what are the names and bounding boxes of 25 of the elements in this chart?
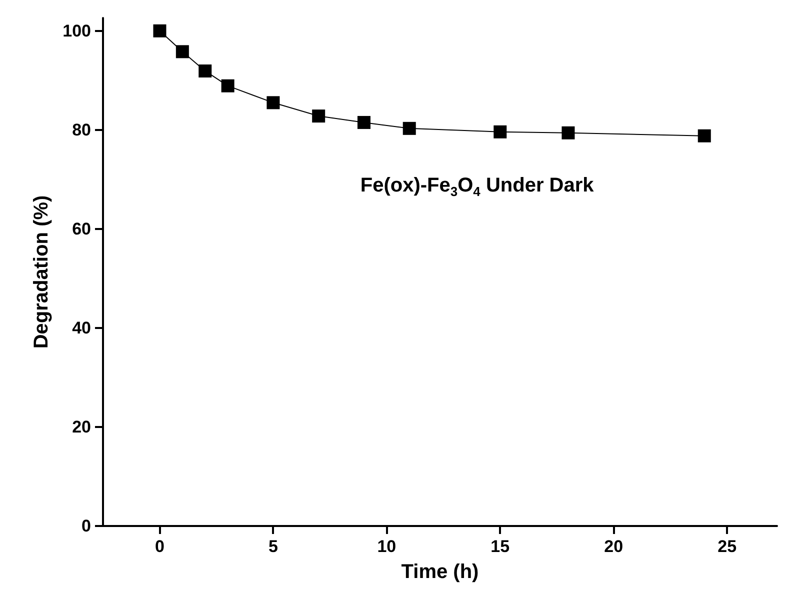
y-tick-label: 60 [72, 219, 91, 238]
x-tick-label: 20 [604, 537, 624, 556]
point [153, 24, 166, 38]
point [312, 110, 326, 123]
point [562, 126, 575, 140]
x-tick-label: 15 [490, 537, 510, 556]
x-tick-label: 0 [155, 537, 164, 556]
y-tick-label: 100 [62, 21, 91, 40]
point [357, 116, 370, 129]
point [198, 64, 212, 78]
point [266, 96, 280, 110]
y-tick-label: 40 [72, 318, 91, 338]
x-tick-label: 5 [268, 537, 278, 556]
x-axis-title: Time (h) [401, 561, 479, 583]
point [221, 79, 234, 92]
y-tick-label: 0 [82, 516, 91, 536]
y-tick-label: 20 [72, 417, 91, 436]
y-axis-title: Degradation (%) [30, 195, 53, 349]
y-tick-label: 80 [72, 120, 91, 140]
x-tick-label: 25 [718, 537, 737, 556]
point [402, 122, 416, 135]
point [698, 129, 711, 142]
point [494, 125, 507, 138]
x-tick-label: 10 [377, 537, 396, 556]
point [176, 45, 189, 58]
